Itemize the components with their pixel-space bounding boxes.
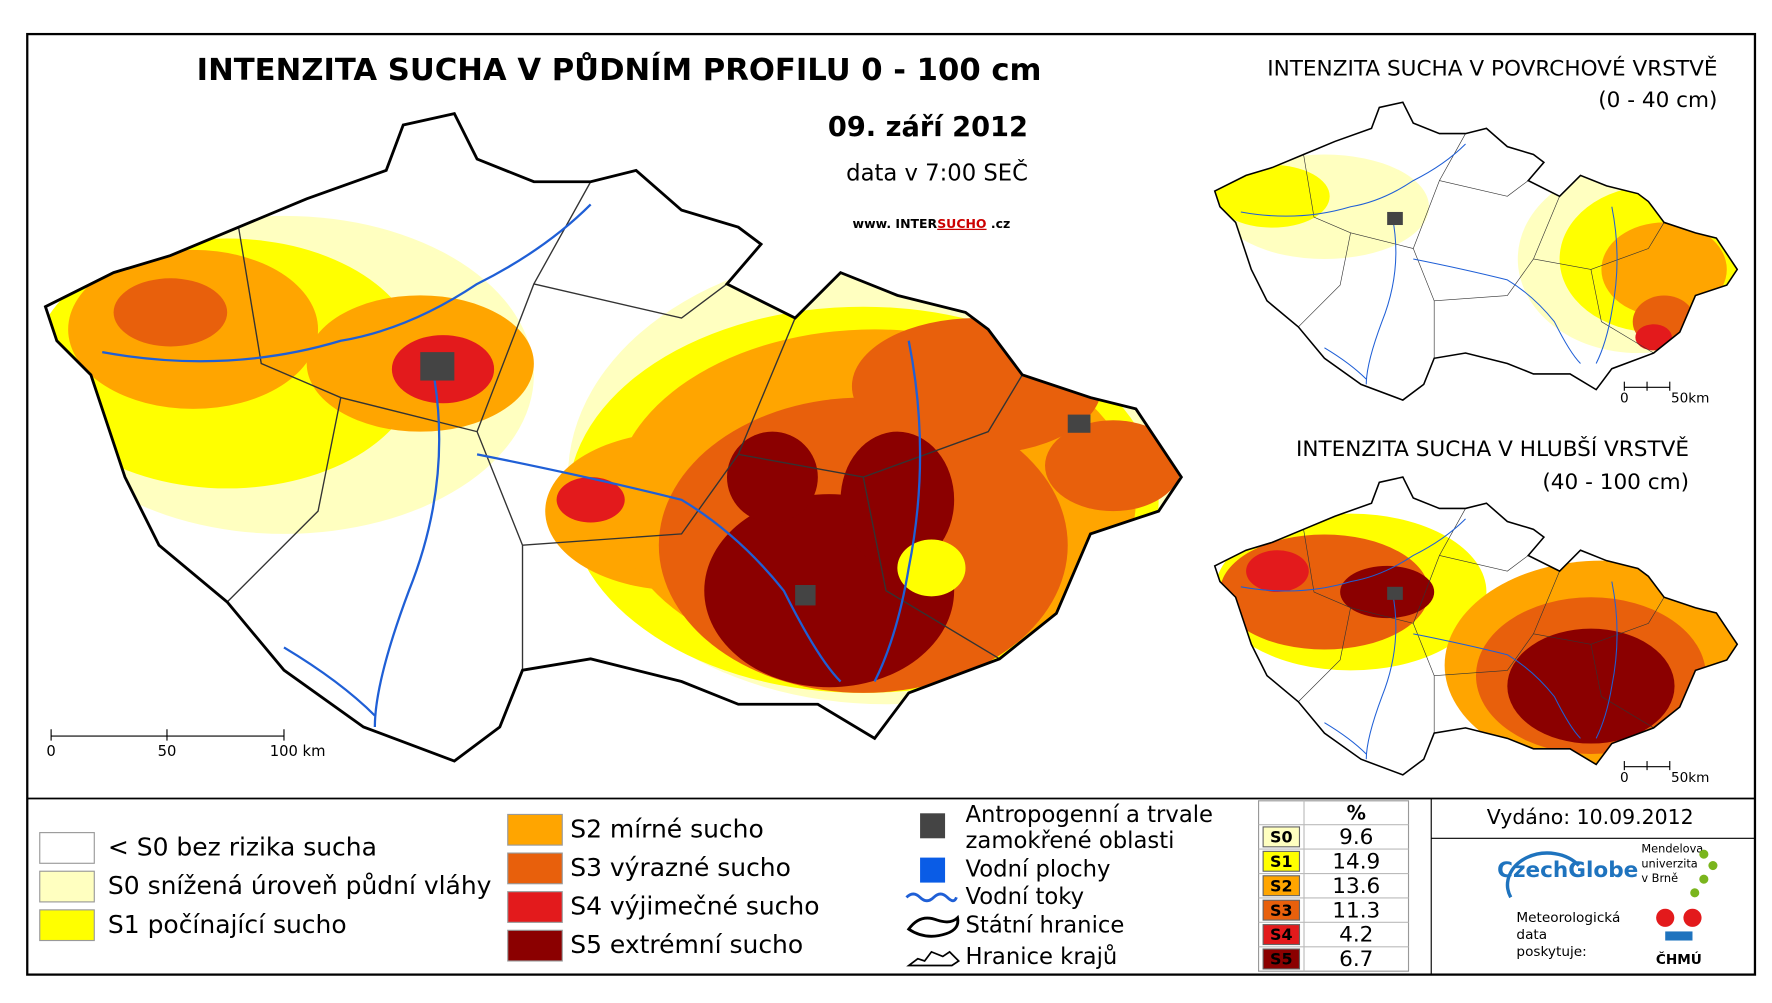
legend-label: S1 počínající sucho xyxy=(108,910,347,939)
website: www. INTERSUCHO .cz xyxy=(853,215,1011,230)
table-border xyxy=(1258,800,1410,972)
class-cell xyxy=(1262,875,1301,897)
scale-label: 50km xyxy=(1671,391,1710,407)
legend-label: S4 výjimečné sucho xyxy=(570,892,819,921)
percent-value: 4.2 xyxy=(1339,923,1373,948)
class-label: S4 xyxy=(1270,925,1293,944)
symbol-label: Hranice krajů xyxy=(966,943,1118,970)
legend-label: S5 extrémní sucho xyxy=(570,930,803,959)
provider-label: poskytuje: xyxy=(1516,944,1586,960)
percent-value: 9.6 xyxy=(1339,825,1373,850)
percent-value: 14.9 xyxy=(1332,849,1380,874)
legend-swatch xyxy=(507,929,563,962)
legend-label: < S0 bez rizika sucha xyxy=(108,833,377,862)
inset-title: INTENZITA SUCHA V HLUBŠÍ VRSTVĚ xyxy=(1296,436,1689,462)
legend: < S0 bez rizika sucha S0 snížená úroveň p… xyxy=(39,813,820,962)
map-title: INTENZITA SUCHA V PŮDNÍM PROFILU 0 - 100… xyxy=(197,51,1042,88)
class-label: S2 xyxy=(1270,876,1293,895)
class-cell xyxy=(1262,924,1301,946)
inset-scale xyxy=(1623,381,1671,391)
provider-label: data xyxy=(1516,927,1547,943)
class-cell xyxy=(1262,826,1301,848)
mendel-logo: univerzita xyxy=(1641,856,1697,870)
czechglobe-logo: CzechGlobe xyxy=(1497,858,1638,883)
scale-label: 0 xyxy=(1620,391,1629,407)
scale-label: 50 xyxy=(158,743,177,760)
symbol-label: zamokřené oblasti xyxy=(966,828,1175,854)
symbol-label: Vodní toky xyxy=(966,884,1085,910)
legend-swatch xyxy=(39,909,95,942)
inset-title: INTENZITA SUCHA V POVRCHOVÉ VRSTVĚ xyxy=(1267,55,1717,81)
class-cell xyxy=(1262,899,1301,921)
legend-label: S2 mírné sucho xyxy=(570,814,764,843)
percent-value: 6.7 xyxy=(1339,947,1373,972)
inset-subtitle: (40 - 100 cm) xyxy=(1542,470,1689,495)
table-header: % xyxy=(1347,801,1366,824)
class-label: S3 xyxy=(1270,901,1293,920)
legend-swatch xyxy=(39,832,95,864)
website-suffix: .cz xyxy=(987,215,1011,230)
class-cell xyxy=(1262,850,1301,872)
class-label: S1 xyxy=(1270,852,1293,871)
percent-value: 13.6 xyxy=(1332,874,1380,899)
czechglobe-arc xyxy=(1505,851,1581,899)
mendel-logo: v Brně xyxy=(1641,871,1678,885)
legend-swatch xyxy=(507,813,563,846)
inset-subtitle: (0 - 40 cm) xyxy=(1598,88,1717,113)
mendel-logo: Mendelova xyxy=(1641,842,1703,856)
mendel-dots xyxy=(1690,849,1718,898)
website-highlight: SUCHO xyxy=(937,215,986,230)
map-date: 09. září 2012 xyxy=(828,112,1028,143)
legend-label: S3 výrazné sucho xyxy=(570,853,791,882)
main-scale xyxy=(50,729,285,741)
stats-table: % S0 9.6 S1 14.9 S2 13.6 S3 11.3 S4 4.2 S5 6.7 xyxy=(1258,800,1410,972)
class-label: S5 xyxy=(1270,950,1293,969)
class-cell xyxy=(1262,948,1301,970)
legend-swatch xyxy=(507,891,563,923)
scale-label: 50km xyxy=(1671,770,1710,786)
provider-label: Meteorologická xyxy=(1516,910,1620,926)
symbol-icons xyxy=(905,813,961,967)
legend-swatch xyxy=(507,852,563,885)
inset-scale xyxy=(1623,761,1671,771)
chmu-mark xyxy=(1656,908,1702,941)
legend-swatch xyxy=(39,870,95,903)
scale-label: 0 xyxy=(1620,770,1629,786)
website-prefix: www. INTER xyxy=(853,215,938,230)
scale-label: 0 xyxy=(46,743,55,760)
issued-date: Vydáno: 10.09.2012 xyxy=(1487,805,1694,829)
legend-label: S0 snížená úroveň půdní vláhy xyxy=(108,871,492,900)
symbol-label: Státní hranice xyxy=(966,912,1125,938)
class-label: S0 xyxy=(1270,828,1293,847)
symbol-label: Antropogenní a trvale xyxy=(966,802,1214,828)
chmu-logo: ČHMÚ xyxy=(1656,950,1702,968)
data-time: data v 7:00 SEČ xyxy=(846,158,1028,186)
percent-value: 11.3 xyxy=(1332,898,1380,923)
symbol-label: Vodní plochy xyxy=(966,857,1111,883)
scale-label: 100 km xyxy=(270,743,326,760)
